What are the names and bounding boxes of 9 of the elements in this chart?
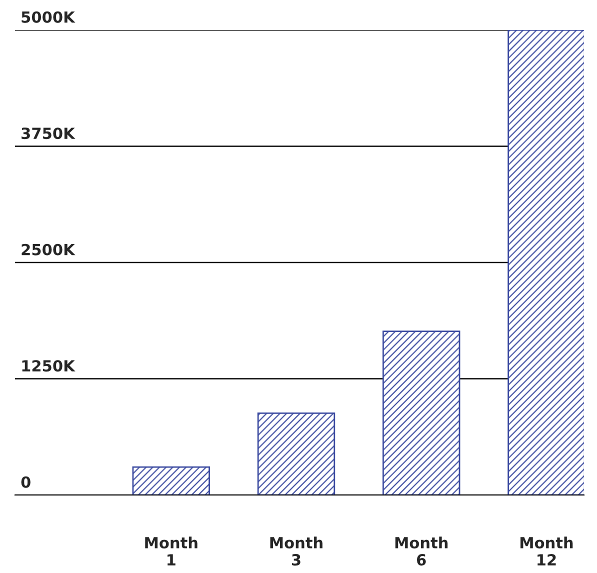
y-tick-label: 3750K — [22, 128, 76, 140]
y-tick-label: 0 — [21, 476, 30, 488]
y-tick-label: 5000K — [22, 11, 76, 23]
y-tick-label: 1250K — [22, 360, 76, 372]
y-tick-label: 2500K — [22, 244, 76, 256]
x-tick-label: Month 3 — [270, 536, 322, 566]
x-tick-label: Month 1 — [145, 536, 198, 566]
x-tick-label: Month 6 — [395, 536, 448, 566]
x-tick-label: Month 12 — [520, 536, 573, 566]
